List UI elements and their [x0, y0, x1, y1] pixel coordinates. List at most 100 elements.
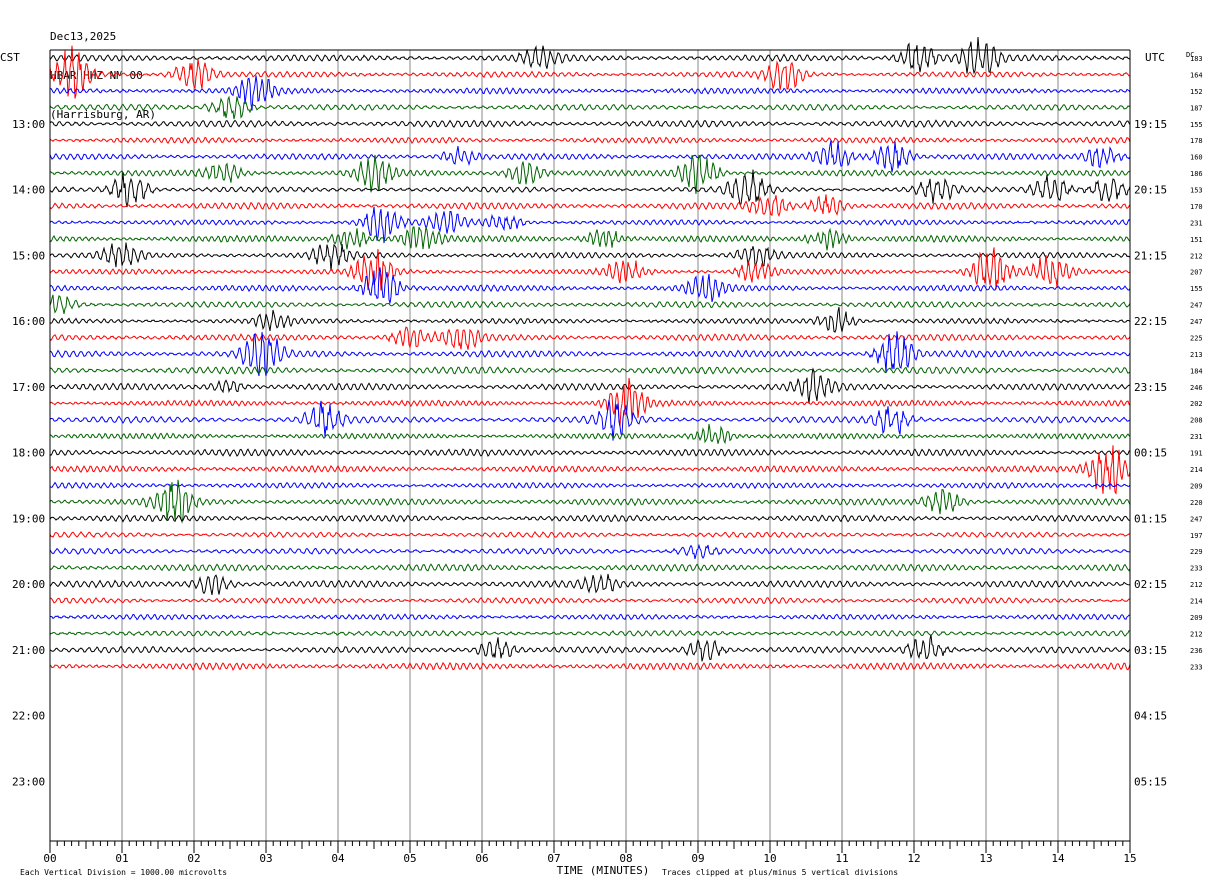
trace-line	[49, 136, 1131, 145]
left-hour-label: 14:00	[12, 184, 45, 197]
grid-lines	[121, 50, 1059, 841]
trace-line	[49, 423, 1131, 445]
dc-offset-label: 187	[1190, 104, 1203, 112]
dc-offset-label: 231	[1190, 433, 1203, 441]
dc-offset-label: 183	[1190, 55, 1203, 63]
dc-offset-label: 164	[1190, 71, 1203, 79]
right-hour-label: 04:15	[1134, 710, 1167, 723]
dc-offset-label: 212	[1190, 581, 1203, 589]
dc-offset-label: 209	[1190, 482, 1203, 490]
dc-offset-label: 231	[1190, 219, 1203, 227]
left-hour-label: 21:00	[12, 644, 45, 657]
trace-line	[49, 514, 1131, 523]
trace-line	[49, 367, 1131, 404]
dc-offset-label: 247	[1190, 318, 1203, 326]
dc-offset-label: 225	[1190, 334, 1203, 342]
trace-line	[49, 226, 1131, 251]
dc-offset-label: 184	[1190, 367, 1203, 375]
trace-line	[49, 573, 1131, 595]
right-hour-label: 01:15	[1134, 512, 1167, 525]
left-hour-label: 18:00	[12, 447, 45, 460]
footer-clip-note: Traces clipped at plus/minus 5 vertical …	[662, 868, 898, 877]
dc-offset-label: 236	[1190, 647, 1203, 655]
left-hour-label: 15:00	[12, 249, 45, 262]
dc-offset-label: 191	[1190, 450, 1203, 458]
dc-offset-label: 214	[1190, 598, 1203, 606]
trace-line	[49, 326, 1131, 350]
right-hour-label: 20:15	[1134, 184, 1167, 197]
x-axis-title: TIME (MINUTES)	[557, 864, 650, 877]
x-tick-label: 09	[691, 852, 704, 865]
trace-line	[49, 377, 1131, 427]
x-tick-label: 00	[43, 852, 56, 865]
dc-offset-label: 213	[1190, 351, 1203, 359]
trace-line	[49, 530, 1131, 539]
x-tick-label: 05	[403, 852, 416, 865]
trace-line	[49, 634, 1131, 662]
x-tick-label: 07	[547, 852, 560, 865]
trace-line	[49, 448, 1131, 458]
right-hour-label: 22:15	[1134, 315, 1167, 328]
dc-offset-label: 178	[1190, 137, 1203, 145]
left-hour-label: 20:00	[12, 578, 45, 591]
dc-offset-label: 208	[1190, 417, 1203, 425]
dc-offset-label: 214	[1190, 466, 1203, 474]
dc-offset-label: 209	[1190, 614, 1203, 622]
x-tick-label: 11	[835, 852, 848, 865]
right-hour-label: 05:15	[1134, 775, 1167, 788]
dc-offset-label: 247	[1190, 515, 1203, 523]
trace-line	[49, 294, 1131, 314]
left-hour-label: 17:00	[12, 381, 45, 394]
header-date: Dec13,2025	[50, 30, 117, 43]
trace-line	[49, 36, 1131, 75]
trace-line	[49, 306, 1131, 333]
dc-offset-label: 246	[1190, 384, 1203, 392]
x-tick-label: 01	[115, 852, 128, 865]
trace-line	[49, 543, 1131, 560]
left-hour-label: 13:00	[12, 118, 45, 131]
dc-offset-label: 170	[1190, 203, 1203, 211]
x-tick-label: 06	[475, 852, 488, 865]
left-hour-label: 23:00	[12, 775, 45, 788]
x-tick-label: 14	[1051, 852, 1065, 865]
x-tick-label: 10	[763, 852, 776, 865]
trace-line	[49, 399, 1131, 441]
trace-line	[49, 95, 1131, 120]
x-tick-label: 02	[187, 852, 200, 865]
trace-line	[49, 366, 1131, 375]
right-hour-label: 03:15	[1134, 644, 1167, 657]
trace-line	[49, 154, 1131, 194]
dc-offset-label: 202	[1190, 400, 1203, 408]
dc-offset-label: 229	[1190, 548, 1203, 556]
footer-scale-note: Each Vertical Division = 1000.00 microvo…	[20, 868, 227, 877]
trace-group	[49, 36, 1131, 671]
trace-line	[49, 629, 1130, 637]
x-tick-label: 03	[259, 852, 272, 865]
dc-offset-label: 220	[1190, 499, 1203, 507]
right-hour-label: 21:15	[1134, 249, 1167, 262]
left-hour-label: 22:00	[12, 710, 45, 723]
x-tick-label: 13	[979, 852, 992, 865]
trace-line	[49, 45, 1131, 99]
dc-offset-label: 212	[1190, 252, 1203, 260]
trace-line	[49, 613, 1131, 621]
x-tick-label: 12	[907, 852, 920, 865]
trace-line	[49, 563, 1131, 573]
left-timezone-label: CST	[0, 51, 20, 64]
dc-offset-label: 186	[1190, 170, 1203, 178]
trace-line	[49, 596, 1131, 605]
right-hour-label: 19:15	[1134, 118, 1167, 131]
trace-line	[49, 75, 1131, 111]
trace-line	[49, 169, 1131, 208]
text-labels: 00 01 02 03 04 05 06 07 08 09 10 11 12 13 14 15 CST UTC DC…	[0, 51, 1203, 877]
dc-offset-label: 152	[1190, 88, 1203, 96]
x-tick-label: 08	[619, 852, 632, 865]
dc-offset-label: 155	[1190, 121, 1203, 129]
trace-line	[49, 247, 1131, 291]
dc-offset-label: 233	[1190, 565, 1203, 573]
trace-line	[49, 481, 1131, 490]
x-tick-label: 15	[1123, 852, 1136, 865]
dc-offset-label: 151	[1190, 236, 1203, 244]
dc-label: DC	[1186, 51, 1194, 59]
